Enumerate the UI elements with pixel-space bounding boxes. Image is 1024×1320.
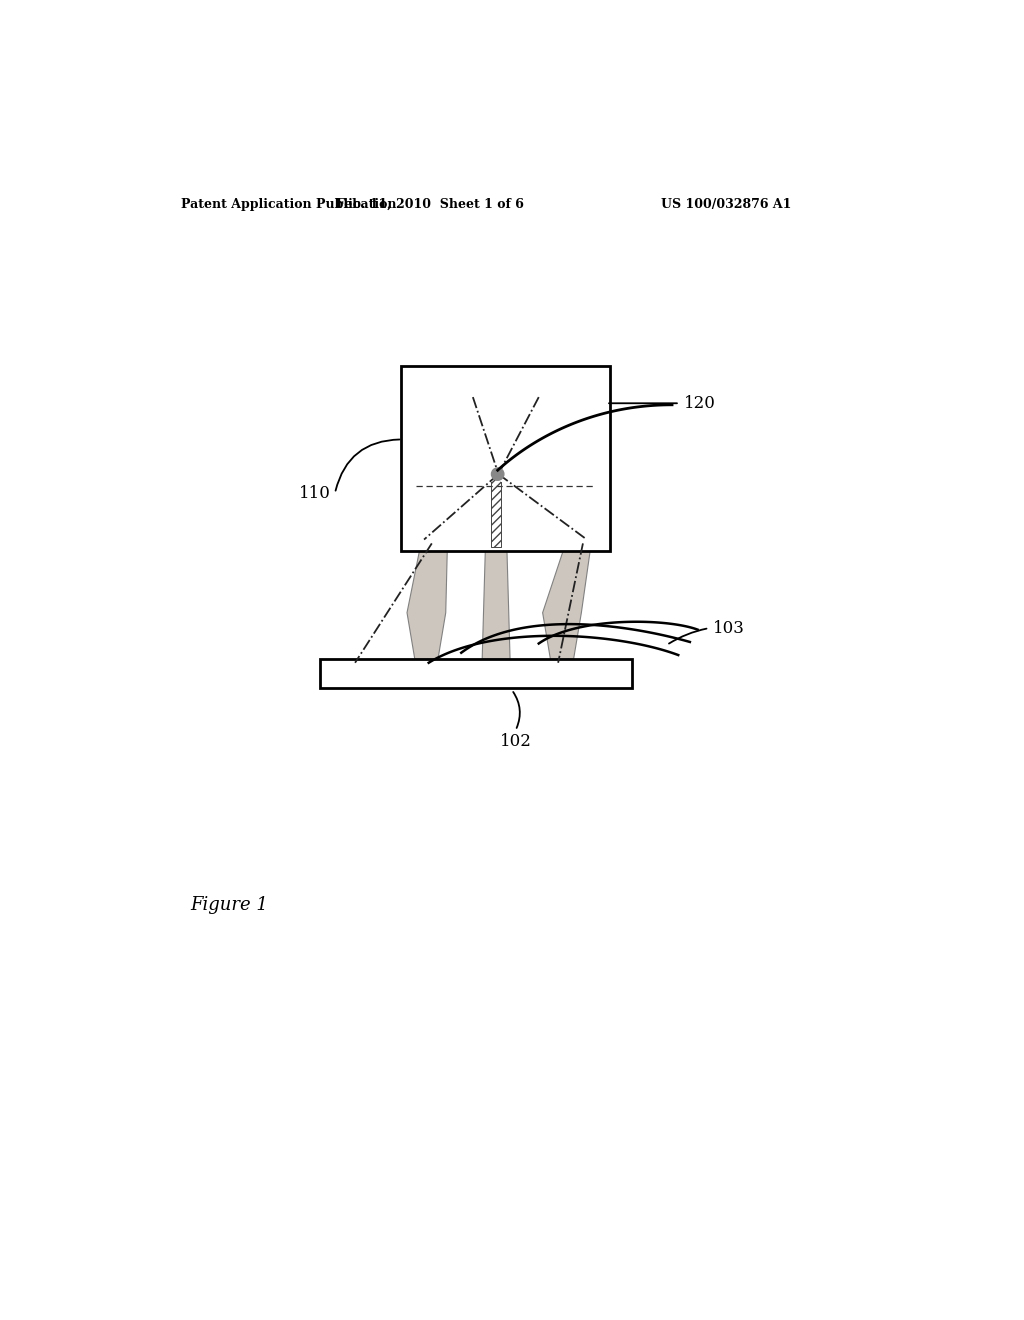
Text: 102: 102 bbox=[500, 733, 531, 750]
Text: Patent Application Publication: Patent Application Publication bbox=[180, 198, 396, 211]
Text: 120: 120 bbox=[684, 395, 716, 412]
Text: Figure 1: Figure 1 bbox=[190, 896, 268, 915]
Polygon shape bbox=[482, 552, 510, 659]
Polygon shape bbox=[543, 548, 591, 659]
Text: 110: 110 bbox=[299, 484, 331, 502]
Bar bbox=[321, 659, 632, 688]
Bar bbox=[492, 478, 501, 548]
Text: Feb. 11, 2010  Sheet 1 of 6: Feb. 11, 2010 Sheet 1 of 6 bbox=[336, 198, 524, 211]
Polygon shape bbox=[407, 548, 447, 659]
Bar bbox=[400, 367, 610, 552]
Circle shape bbox=[492, 469, 504, 480]
Text: US 100/032876 A1: US 100/032876 A1 bbox=[662, 198, 792, 211]
Text: 103: 103 bbox=[713, 619, 745, 636]
